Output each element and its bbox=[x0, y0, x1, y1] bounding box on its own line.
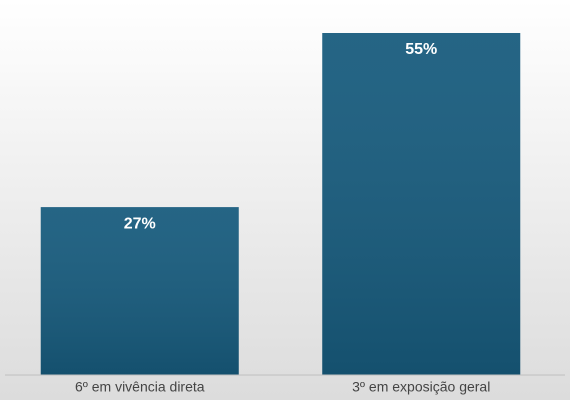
x-tick-label: 3º em exposição geral bbox=[352, 379, 490, 395]
value-label: 27% bbox=[124, 215, 156, 232]
x-tick-label: 6º em vivência direta bbox=[75, 379, 205, 395]
bar bbox=[322, 33, 521, 375]
value-label: 55% bbox=[405, 41, 437, 58]
